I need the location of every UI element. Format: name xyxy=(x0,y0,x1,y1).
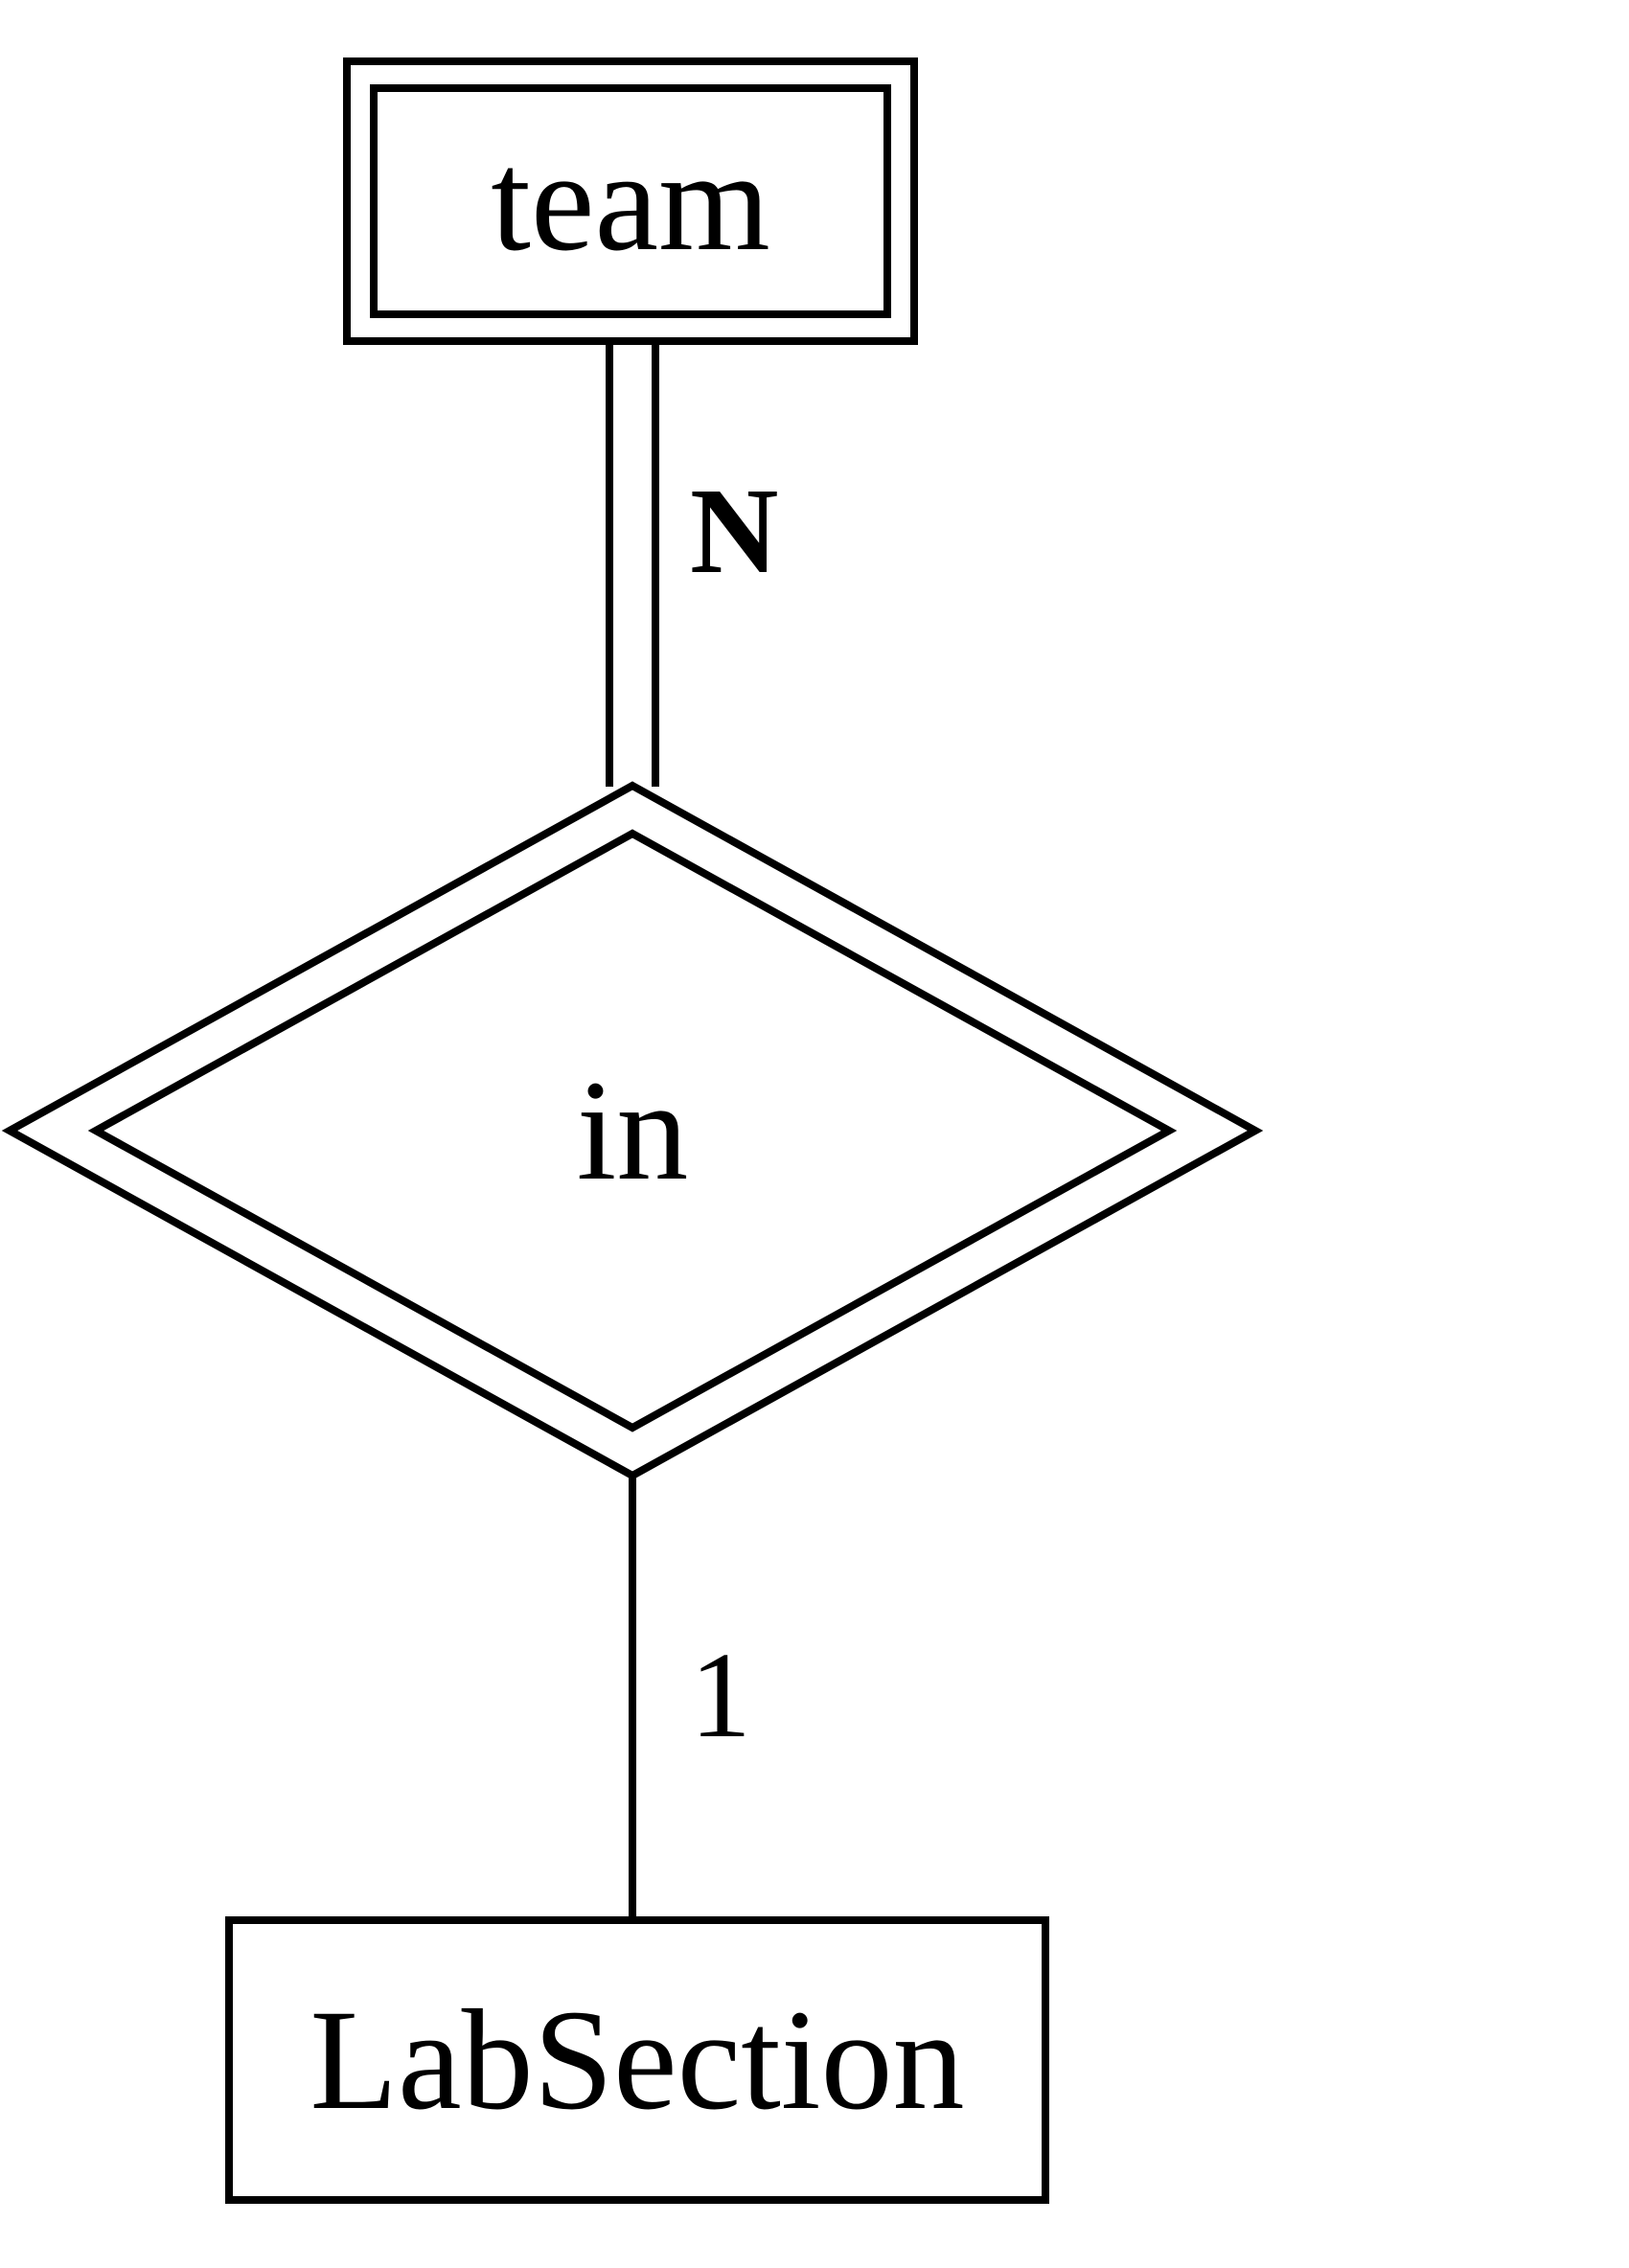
relationship-in-label: in xyxy=(577,1051,689,1210)
entity-team-label: team xyxy=(491,129,770,273)
entity-team-inner: team xyxy=(370,84,891,318)
entity-team: team xyxy=(343,57,918,345)
entity-labsection-label: LabSection xyxy=(310,1988,964,2132)
er-diagram-canvas: team N in 1 LabSection xyxy=(0,0,1629,2268)
edge-team-in-line-right xyxy=(652,345,659,787)
edge-in-labsection-line xyxy=(629,1475,636,1916)
relationship-in: in xyxy=(10,786,1255,1476)
edge-team-in-cardinality: N xyxy=(690,470,778,592)
entity-labsection: LabSection xyxy=(225,1916,1049,2204)
edge-team-in-line-left xyxy=(606,345,613,787)
edge-in-labsection-cardinality: 1 xyxy=(690,1634,751,1756)
